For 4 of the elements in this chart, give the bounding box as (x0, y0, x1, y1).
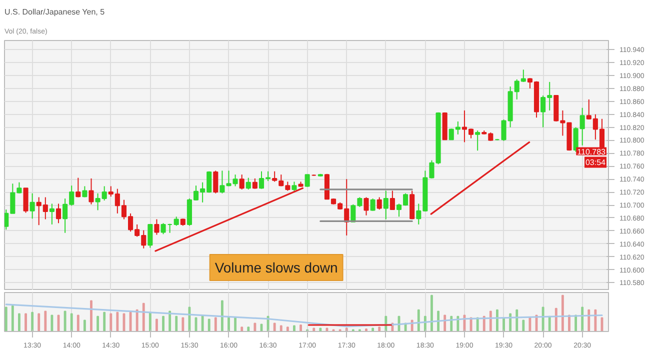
annotation: 110.783 (577, 147, 606, 156)
annotation: Volume slows down (214, 260, 338, 276)
annotation: 03:54 (585, 158, 606, 167)
chart-title: U.S. Dollar/Japanese Yen, 5 (4, 8, 106, 16)
